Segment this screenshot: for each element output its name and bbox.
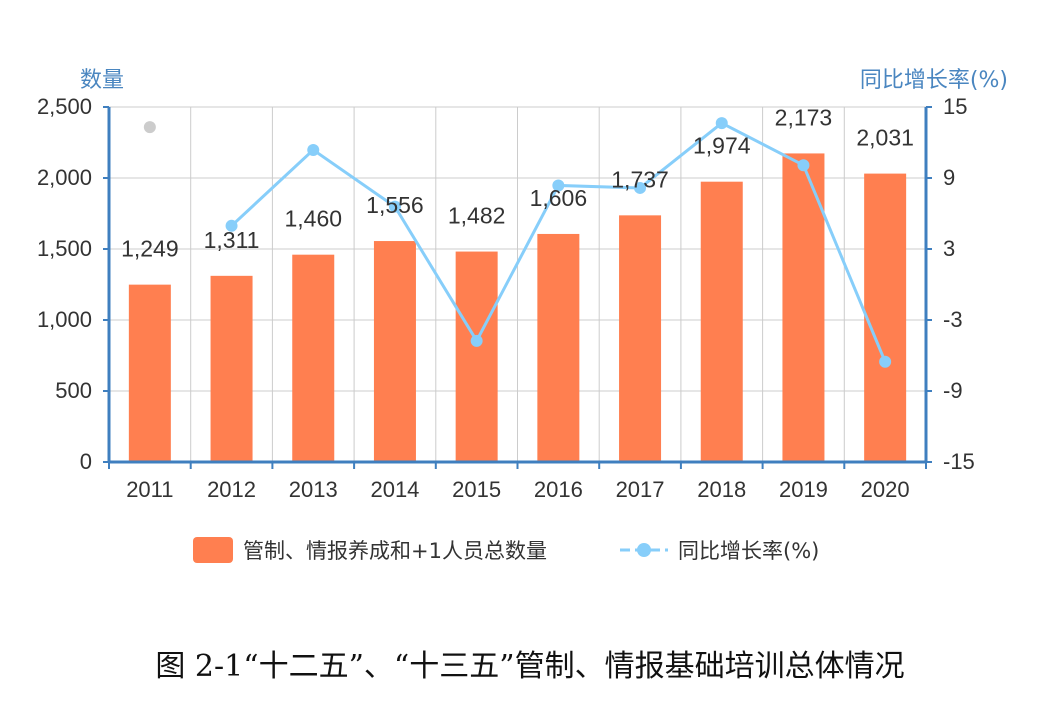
y-tick-label: 1,500	[37, 236, 92, 261]
bar-value-label: 1,974	[693, 133, 751, 159]
axes: 0 -15 500 -9 1,000 -3 1,500 3 2,000 9 2,500 15 2011 2…	[37, 94, 975, 502]
figure-caption: 图 2-1“十二五”、“十三五”管制、情报基础培训总体情况	[155, 649, 905, 684]
y2-tick-label: -9	[943, 378, 963, 403]
chart: 数量 同比增长率(%) 1,249 1,311 1,460 1,556 1,482 1,6…	[37, 68, 1008, 563]
bar-value-label: 1,482	[448, 203, 506, 229]
x-tick-label: 2012	[207, 477, 256, 502]
bar	[455, 251, 498, 462]
bar-value-label: 1,606	[530, 185, 588, 211]
x-tick-label: 2015	[452, 477, 501, 502]
legend-bar-swatch	[193, 537, 233, 563]
line-point	[388, 200, 401, 213]
bar	[210, 275, 253, 462]
bar	[292, 254, 335, 462]
y2-axis-title: 同比增长率(%)	[860, 68, 1008, 93]
line-point	[307, 143, 320, 156]
x-tick-label: 2014	[370, 477, 419, 502]
x-tick-label: 2013	[289, 477, 338, 502]
x-tick-label: 2018	[697, 477, 746, 502]
bar	[128, 284, 171, 462]
y2-tick-label: -3	[943, 307, 963, 332]
line-point	[715, 117, 728, 130]
bar	[700, 181, 743, 462]
line-point	[225, 219, 238, 232]
bar-series	[128, 153, 907, 462]
line-point	[552, 179, 565, 192]
y-tick-label: 0	[80, 449, 92, 474]
y2-tick-label: -15	[943, 449, 975, 474]
legend-line-marker	[637, 543, 651, 557]
y-tick-label: 1,000	[37, 307, 92, 332]
line-point	[470, 334, 483, 347]
bar-value-label: 2,173	[775, 104, 833, 130]
y-tick-label: 2,000	[37, 165, 92, 190]
bar-value-label: 1,249	[121, 236, 179, 262]
x-tick-label: 2019	[779, 477, 828, 502]
y2-tick-label: 9	[943, 165, 955, 190]
bar-value-label: 1,556	[366, 192, 424, 218]
bar	[782, 153, 825, 462]
gridlines	[109, 106, 926, 462]
legend-line-label: 同比增长率(%)	[678, 539, 819, 563]
bar-value-label: 1,737	[611, 166, 669, 192]
line-point	[879, 355, 892, 368]
legend-bar-label: 管制、情报养成和+1人员总数量	[243, 539, 547, 563]
line-series	[143, 117, 892, 368]
x-tick-label: 2011	[126, 477, 173, 502]
legend: 管制、情报养成和+1人员总数量 同比增长率(%)	[193, 537, 819, 563]
bar-value-label: 1,311	[204, 227, 260, 253]
y-tick-label: 500	[55, 378, 92, 403]
y2-tick-label: 3	[943, 236, 955, 261]
y-tick-label: 2,500	[37, 94, 92, 119]
bar	[619, 215, 662, 462]
y-axis-title: 数量	[80, 68, 124, 93]
x-tick-label: 2016	[534, 477, 583, 502]
line-point	[634, 181, 647, 194]
y2-tick-label: 15	[943, 94, 967, 119]
bar	[864, 173, 907, 462]
bar	[373, 241, 416, 462]
bar	[537, 233, 580, 462]
line-point-missing	[143, 121, 156, 134]
bar-value-label: 2,031	[856, 125, 914, 151]
x-tick-label: 2017	[616, 477, 665, 502]
x-tick-label: 2020	[861, 477, 910, 502]
data-labels: 1,249 1,311 1,460 1,556 1,482 1,606 1,737 1,974…	[121, 104, 914, 261]
line-point	[797, 159, 810, 172]
bar-value-label: 1,460	[284, 206, 342, 232]
